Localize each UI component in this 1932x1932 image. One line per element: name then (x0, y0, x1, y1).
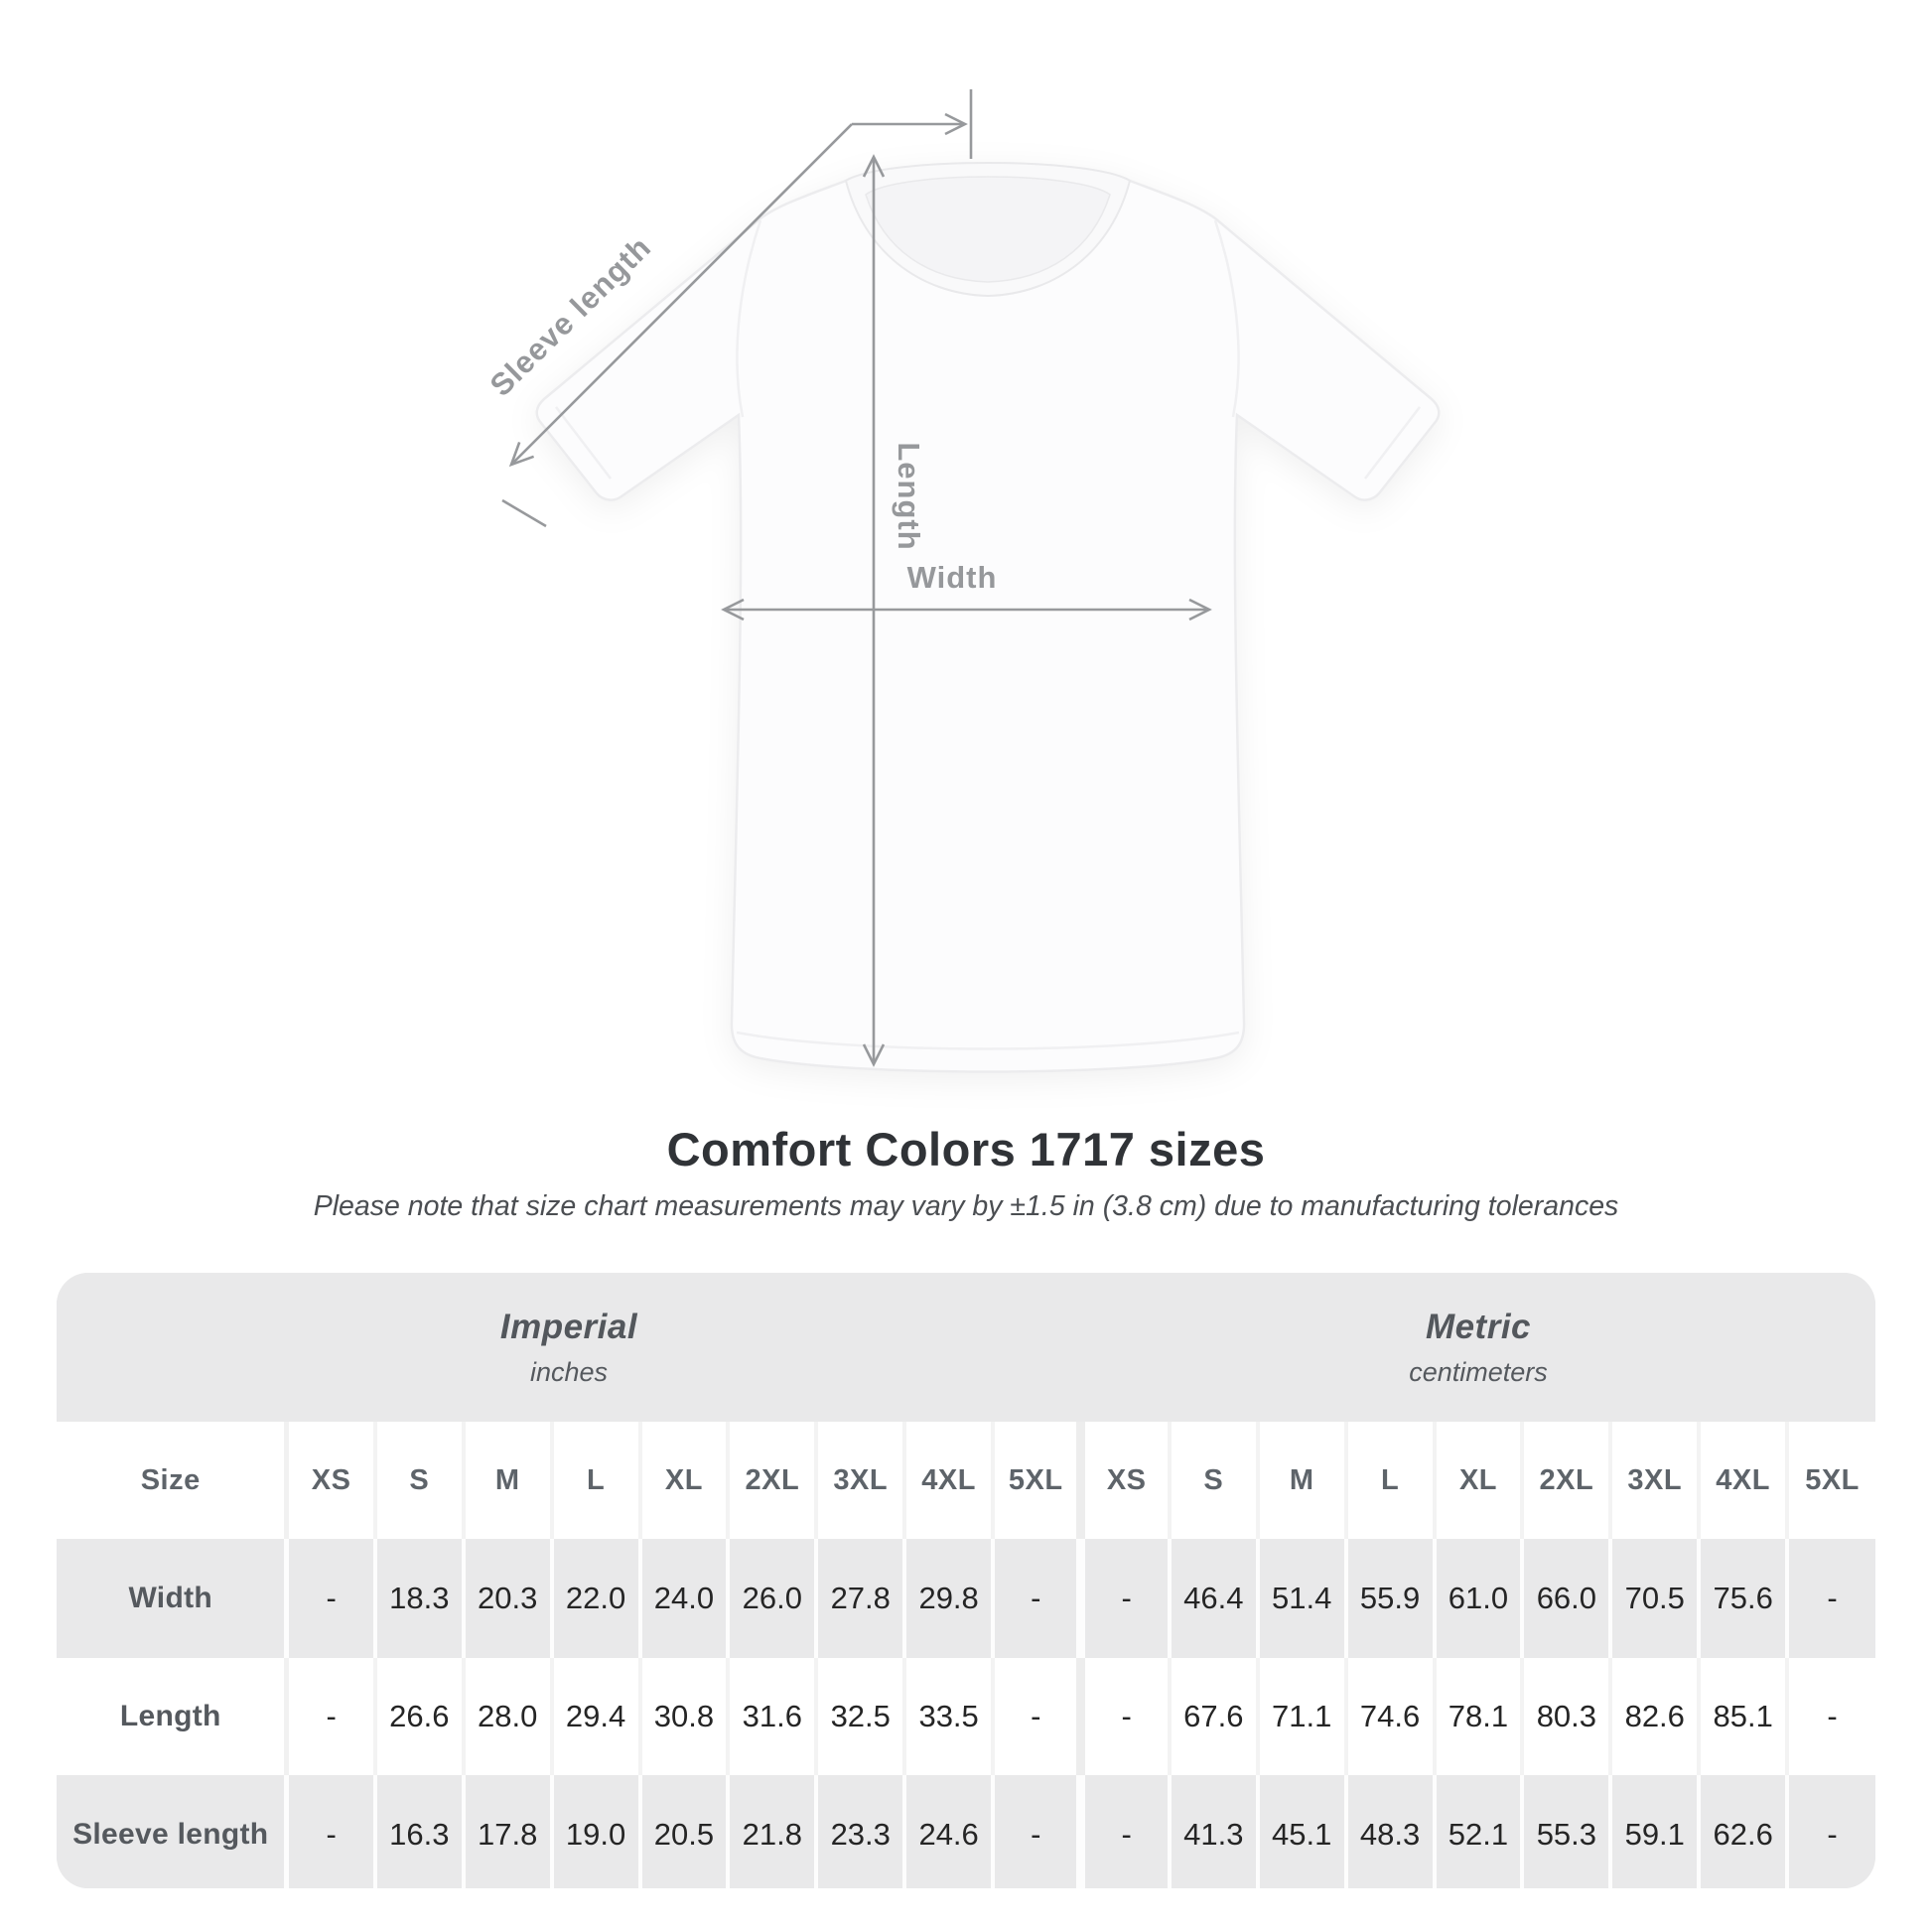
value-cell: 82.6 (1608, 1658, 1700, 1775)
value-cell: 78.1 (1432, 1658, 1523, 1775)
value-cell: 70.5 (1608, 1539, 1700, 1658)
size-table-card: Imperial inches Metric centimeters Size … (57, 1273, 1875, 1888)
value-cell: 20.3 (461, 1539, 552, 1658)
value-cell: 62.6 (1697, 1775, 1788, 1888)
size-header-metric-4xl: 4XL (1697, 1422, 1788, 1539)
length-label: Length (892, 442, 926, 550)
value-cell: - (991, 1658, 1081, 1775)
row-label: Length (119, 1700, 221, 1732)
value-cell: 20.5 (637, 1775, 729, 1888)
row-label: Sleeve length (72, 1818, 269, 1851)
value-cell: 22.0 (549, 1539, 640, 1658)
metric-unit-label: centimeters (1409, 1356, 1548, 1387)
value-cell: 31.6 (726, 1658, 817, 1775)
value-cell: 71.1 (1255, 1658, 1346, 1775)
size-header-imperial-l: L (549, 1422, 640, 1539)
imperial-label: Imperial (499, 1307, 638, 1346)
width-arrow: Width (721, 560, 1212, 621)
value-cell: 23.3 (814, 1775, 905, 1888)
value-cell: 45.1 (1255, 1775, 1346, 1888)
value-cell: 66.0 (1520, 1539, 1611, 1658)
size-header-imperial-5xl: 5XL (991, 1422, 1081, 1539)
value-cell: 59.1 (1608, 1775, 1700, 1888)
value-cell: - (284, 1658, 375, 1775)
size-header-imperial-3xl: 3XL (814, 1422, 905, 1539)
metric-group-header: Metric centimeters (1080, 1273, 1875, 1422)
size-header-imperial-xs: XS (284, 1422, 375, 1539)
measurement-row-sleeve-length: Sleeve length -16.3 17.8 19.0 20.5 21.8 23.3 24… (57, 1775, 1875, 1888)
metric-label: Metric (1425, 1307, 1532, 1346)
value-cell: 28.0 (461, 1658, 552, 1775)
size-header-metric-2xl: 2XL (1520, 1422, 1611, 1539)
size-header-metric-xs: XS (1076, 1422, 1170, 1539)
size-header-imperial-4xl: 4XL (902, 1422, 994, 1539)
tshirt-graphic (535, 162, 1441, 1073)
value-cell: 41.3 (1167, 1775, 1258, 1888)
measurement-row-width: Width -18.3 20.3 22.0 24.0 26.0 27.8 29.8- -46.4… (57, 1539, 1875, 1658)
measurement-row-length: Length -26.6 28.0 29.4 30.8 31.6 32.5 33.5- -67.… (57, 1658, 1875, 1775)
value-cell: 85.1 (1697, 1658, 1788, 1775)
value-cell: 61.0 (1432, 1539, 1523, 1658)
value-cell: - (1785, 1775, 1875, 1888)
value-cell: 16.3 (372, 1775, 464, 1888)
size-table: Imperial inches Metric centimeters Size … (57, 1273, 1875, 1888)
value-cell: 48.3 (1343, 1775, 1435, 1888)
imperial-unit-label: inches (529, 1356, 608, 1387)
value-cell: - (284, 1539, 375, 1658)
value-cell: 17.8 (461, 1775, 552, 1888)
size-header-imperial-m: M (461, 1422, 552, 1539)
size-header-imperial-xl: XL (637, 1422, 729, 1539)
value-cell: 46.4 (1167, 1539, 1258, 1658)
value-cell: 26.0 (726, 1539, 817, 1658)
size-header-metric-3xl: 3XL (1608, 1422, 1700, 1539)
size-header-metric-m: M (1255, 1422, 1346, 1539)
size-header-row: Size XS S M L XL 2XL 3XL 4XL 5XL XS S M L XL 2XL 3XL 4XL… (57, 1422, 1875, 1539)
imperial-group-header: Imperial inches (57, 1273, 1081, 1422)
tshirt-diagram: Sleeve length Length Width (483, 89, 1441, 1073)
unit-group-row: Imperial inches Metric centimeters (57, 1273, 1875, 1422)
value-cell: 55.9 (1343, 1539, 1435, 1658)
value-cell: 51.4 (1255, 1539, 1346, 1658)
value-cell: 29.8 (902, 1539, 994, 1658)
size-column-header: Size (140, 1463, 201, 1496)
title-block: Comfort Colors 1717 sizes Please note th… (0, 1120, 1932, 1225)
value-cell: - (1076, 1775, 1170, 1888)
cuff-tick (501, 498, 547, 528)
value-cell: - (991, 1539, 1081, 1658)
value-cell: 18.3 (372, 1539, 464, 1658)
value-cell: - (1076, 1658, 1170, 1775)
value-cell: - (284, 1775, 375, 1888)
value-cell: 80.3 (1520, 1658, 1611, 1775)
value-cell: 55.3 (1520, 1775, 1611, 1888)
value-cell: 74.6 (1343, 1658, 1435, 1775)
value-cell: 21.8 (726, 1775, 817, 1888)
size-header-imperial-2xl: 2XL (726, 1422, 817, 1539)
page-title: Comfort Colors 1717 sizes (666, 1123, 1266, 1175)
size-header-imperial-s: S (372, 1422, 464, 1539)
value-cell: - (1785, 1658, 1875, 1775)
value-cell: 52.1 (1432, 1775, 1523, 1888)
size-header-metric-s: S (1167, 1422, 1258, 1539)
value-cell: - (1785, 1539, 1875, 1658)
value-cell: 75.6 (1697, 1539, 1788, 1658)
size-header-metric-xl: XL (1432, 1422, 1523, 1539)
value-cell: 19.0 (549, 1775, 640, 1888)
value-cell: - (991, 1775, 1081, 1888)
page-subtitle: Please note that size chart measurements… (313, 1190, 1619, 1222)
width-label: Width (907, 560, 998, 595)
value-cell: - (1076, 1539, 1170, 1658)
size-header-metric-l: L (1343, 1422, 1435, 1539)
value-cell: 30.8 (637, 1658, 729, 1775)
value-cell: 29.4 (549, 1658, 640, 1775)
value-cell: 27.8 (814, 1539, 905, 1658)
value-cell: 67.6 (1167, 1658, 1258, 1775)
value-cell: 33.5 (902, 1658, 994, 1775)
row-label: Width (128, 1582, 212, 1614)
value-cell: 24.0 (637, 1539, 729, 1658)
value-cell: 32.5 (814, 1658, 905, 1775)
value-cell: 24.6 (902, 1775, 994, 1888)
value-cell: 26.6 (372, 1658, 464, 1775)
size-header-metric-5xl: 5XL (1785, 1422, 1875, 1539)
